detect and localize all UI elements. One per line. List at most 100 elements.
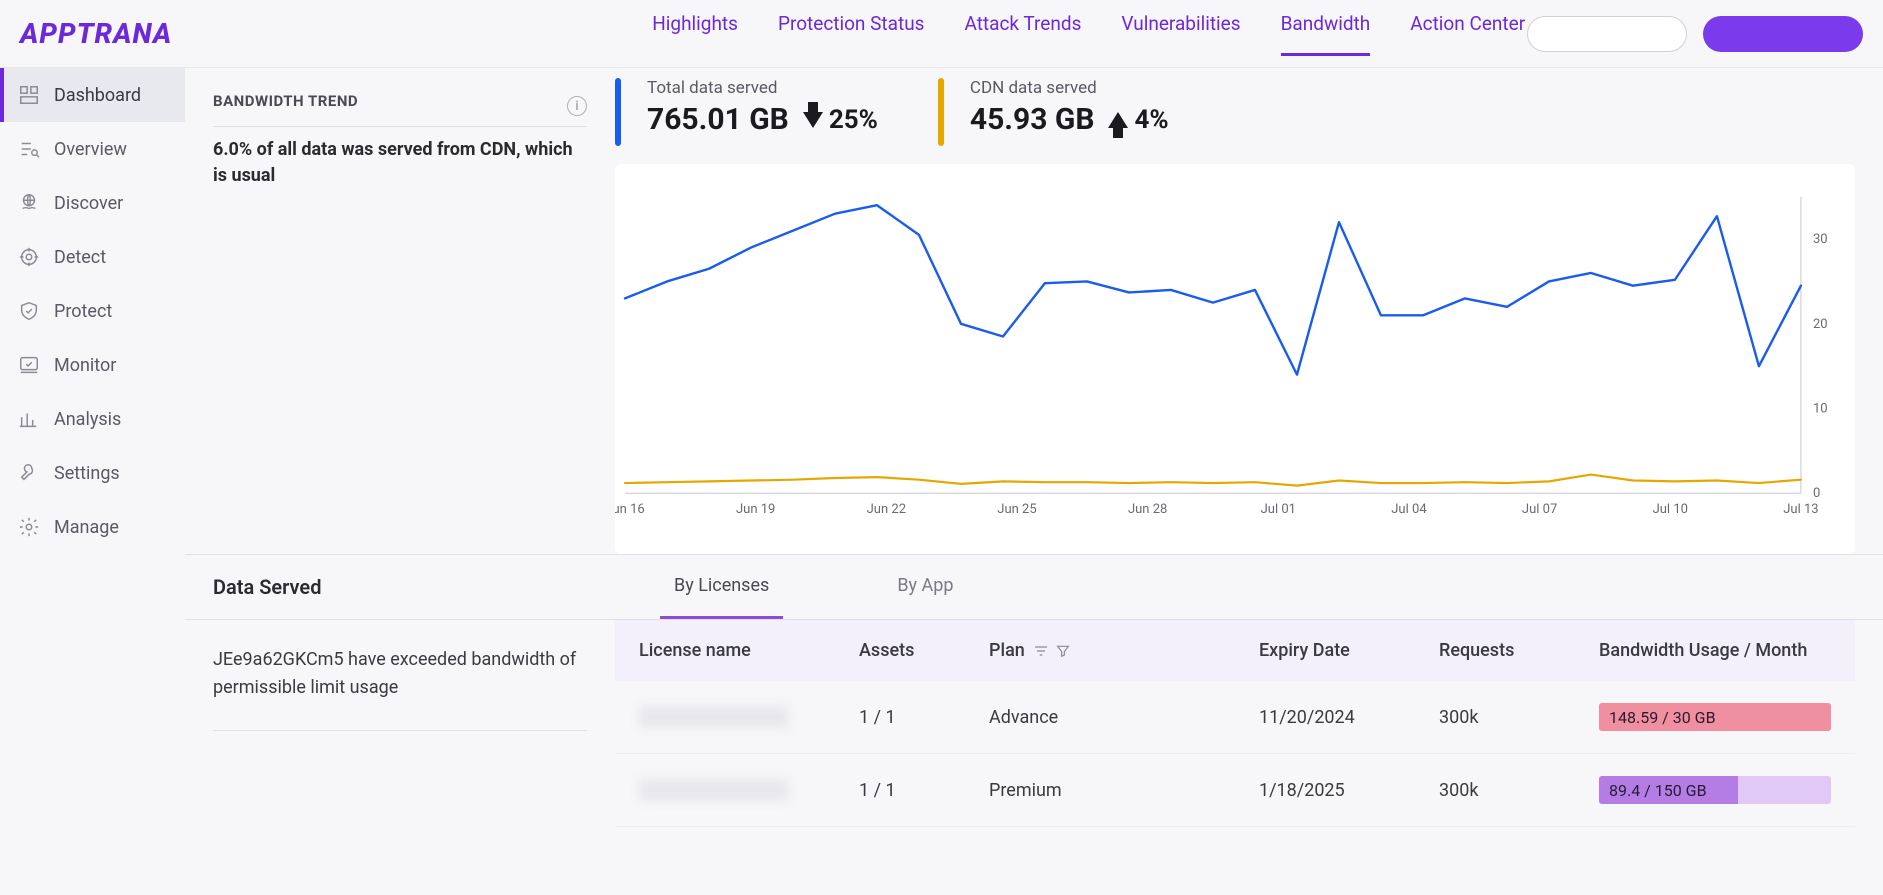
top-nav: Highlights Protection Status Attack Trends… <box>652 12 1525 56</box>
metric-cdn-bar <box>938 78 944 146</box>
sort-icon[interactable] <box>1033 643 1049 659</box>
cell-plan: Premium <box>989 780 1259 801</box>
metric-cdn-value: 45.93 GB <box>970 102 1095 137</box>
bandwidth-usage-text: 89.4 / 150 GB <box>1609 781 1707 800</box>
svg-text:Jul 07: Jul 07 <box>1522 502 1557 517</box>
table-row[interactable]: 1 / 1Premium1/18/2025300k 89.4 / 150 GB <box>615 754 1855 827</box>
sidebar-item-dashboard[interactable]: Dashboard <box>0 68 185 122</box>
header-dropdown[interactable] <box>1527 16 1687 52</box>
sidebar: Dashboard Overview Discover Detect Protect Mo… <box>0 68 185 895</box>
data-served-tabs-row: Data Served By Licenses By App <box>185 554 1883 620</box>
sidebar-item-settings[interactable]: Settings <box>0 446 185 500</box>
license-table-header: License name Assets Plan Expiry Date Req… <box>615 620 1855 681</box>
license-name-redacted <box>639 706 789 728</box>
bar-chart-icon <box>18 408 40 430</box>
table-row[interactable]: 1 / 1Advance11/20/2024300k 148.59 / 30 GB <box>615 681 1855 754</box>
arrow-down-icon <box>803 112 823 128</box>
cell-requests: 300k <box>1439 780 1599 801</box>
list-search-icon <box>18 138 40 160</box>
metric-total-label: Total data served <box>647 78 878 98</box>
sidebar-item-manage[interactable]: Manage <box>0 500 185 554</box>
top-nav-attack-trends[interactable]: Attack Trends <box>964 12 1081 56</box>
sidebar-item-label: Manage <box>54 517 119 538</box>
data-served-tabs: By Licenses By App <box>615 555 967 619</box>
top-nav-bandwidth[interactable]: Bandwidth <box>1281 12 1371 56</box>
gear-icon <box>18 516 40 538</box>
sidebar-item-analysis[interactable]: Analysis <box>0 392 185 446</box>
arrow-up-icon <box>1108 112 1128 128</box>
top-nav-protection-status[interactable]: Protection Status <box>778 12 925 56</box>
sidebar-item-label: Monitor <box>54 355 116 376</box>
sidebar-item-discover[interactable]: Discover <box>0 176 185 230</box>
wrench-icon <box>18 462 40 484</box>
svg-text:30: 30 <box>1813 232 1828 247</box>
col-bandwidth-usage: Bandwidth Usage / Month <box>1599 640 1831 661</box>
sidebar-item-label: Overview <box>54 139 127 160</box>
col-plan-label: Plan <box>989 640 1025 661</box>
top-nav-action-center[interactable]: Action Center <box>1410 12 1525 56</box>
sidebar-item-label: Analysis <box>54 409 121 430</box>
svg-text:Jul 10: Jul 10 <box>1653 502 1688 517</box>
filter-icon[interactable] <box>1055 643 1071 659</box>
cell-assets: 1 / 1 <box>859 780 989 801</box>
svg-text:Jul 13: Jul 13 <box>1783 502 1818 517</box>
sidebar-item-label: Protect <box>54 301 112 322</box>
cell-expiry: 11/20/2024 <box>1259 707 1439 728</box>
cell-requests: 300k <box>1439 707 1599 728</box>
header-action-button[interactable] <box>1703 16 1863 52</box>
main-content: BANDWIDTH TREND i 6.0% of all data was s… <box>185 68 1883 895</box>
metrics-row: Total data served 765.01 GB 25% <box>615 78 1855 146</box>
metric-cdn: CDN data served 45.93 GB 4% <box>938 78 1169 146</box>
bandwidth-trend-summary: 6.0% of all data was served from CDN, wh… <box>213 137 587 189</box>
col-assets: Assets <box>859 640 989 661</box>
bandwidth-chart-card: 0102030Jun 16Jun 19Jun 22Jun 25Jun 28Jul… <box>615 164 1855 554</box>
grid-icon <box>18 84 40 106</box>
sidebar-item-label: Discover <box>54 193 123 214</box>
metric-total: Total data served 765.01 GB 25% <box>615 78 878 146</box>
sidebar-item-label: Detect <box>54 247 106 268</box>
svg-text:20: 20 <box>1813 317 1828 332</box>
cell-assets: 1 / 1 <box>859 707 989 728</box>
info-icon[interactable]: i <box>567 96 587 116</box>
svg-text:Jun 19: Jun 19 <box>736 502 775 517</box>
svg-text:0: 0 <box>1813 486 1820 501</box>
cell-plan: Advance <box>989 707 1259 728</box>
tab-by-app[interactable]: By App <box>883 555 967 619</box>
bandwidth-usage-bar: 148.59 / 30 GB <box>1599 703 1831 731</box>
sidebar-item-detect[interactable]: Detect <box>0 230 185 284</box>
sidebar-item-protect[interactable]: Protect <box>0 284 185 338</box>
bandwidth-usage-text: 148.59 / 30 GB <box>1609 708 1716 727</box>
top-nav-highlights[interactable]: Highlights <box>652 12 738 56</box>
brand-logo: APPTRANA <box>20 17 172 50</box>
svg-text:Jul 01: Jul 01 <box>1261 502 1296 517</box>
bandwidth-exceeded-note: JEe9a62GKCm5 have exceeded bandwidth of … <box>213 646 587 731</box>
metric-total-delta-text: 25% <box>829 105 878 135</box>
col-requests: Requests <box>1439 640 1599 661</box>
sidebar-item-overview[interactable]: Overview <box>0 122 185 176</box>
top-header-right <box>1527 16 1863 52</box>
bandwidth-line-chart: 0102030Jun 16Jun 19Jun 22Jun 25Jun 28Jul… <box>615 178 1847 536</box>
license-table-body: 1 / 1Advance11/20/2024300k148.59 / 30 GB… <box>615 681 1855 827</box>
svg-text:Jun 25: Jun 25 <box>997 502 1036 517</box>
col-expiry: Expiry Date <box>1259 640 1439 661</box>
svg-text:Jun 16: Jun 16 <box>615 502 645 517</box>
metric-total-delta: 25% <box>803 105 878 135</box>
monitor-check-icon <box>18 354 40 376</box>
tab-by-licenses[interactable]: By Licenses <box>660 555 783 619</box>
top-nav-vulnerabilities[interactable]: Vulnerabilities <box>1121 12 1240 56</box>
globe-hand-icon <box>18 192 40 214</box>
svg-text:Jun 22: Jun 22 <box>867 502 906 517</box>
sidebar-item-label: Settings <box>54 463 120 484</box>
col-license-name: License name <box>639 640 859 661</box>
shield-check-icon <box>18 300 40 322</box>
sidebar-item-label: Dashboard <box>54 85 141 106</box>
bandwidth-usage-bar: 89.4 / 150 GB <box>1599 776 1831 804</box>
sidebar-item-monitor[interactable]: Monitor <box>0 338 185 392</box>
target-icon <box>18 246 40 268</box>
cell-expiry: 1/18/2025 <box>1259 780 1439 801</box>
bandwidth-trend-label: BANDWIDTH TREND <box>213 92 358 110</box>
top-header: APPTRANA Highlights Protection Status Atta… <box>0 0 1883 68</box>
data-served-title: Data Served <box>185 555 615 619</box>
svg-text:Jun 28: Jun 28 <box>1128 502 1167 517</box>
metric-total-bar <box>615 78 621 146</box>
